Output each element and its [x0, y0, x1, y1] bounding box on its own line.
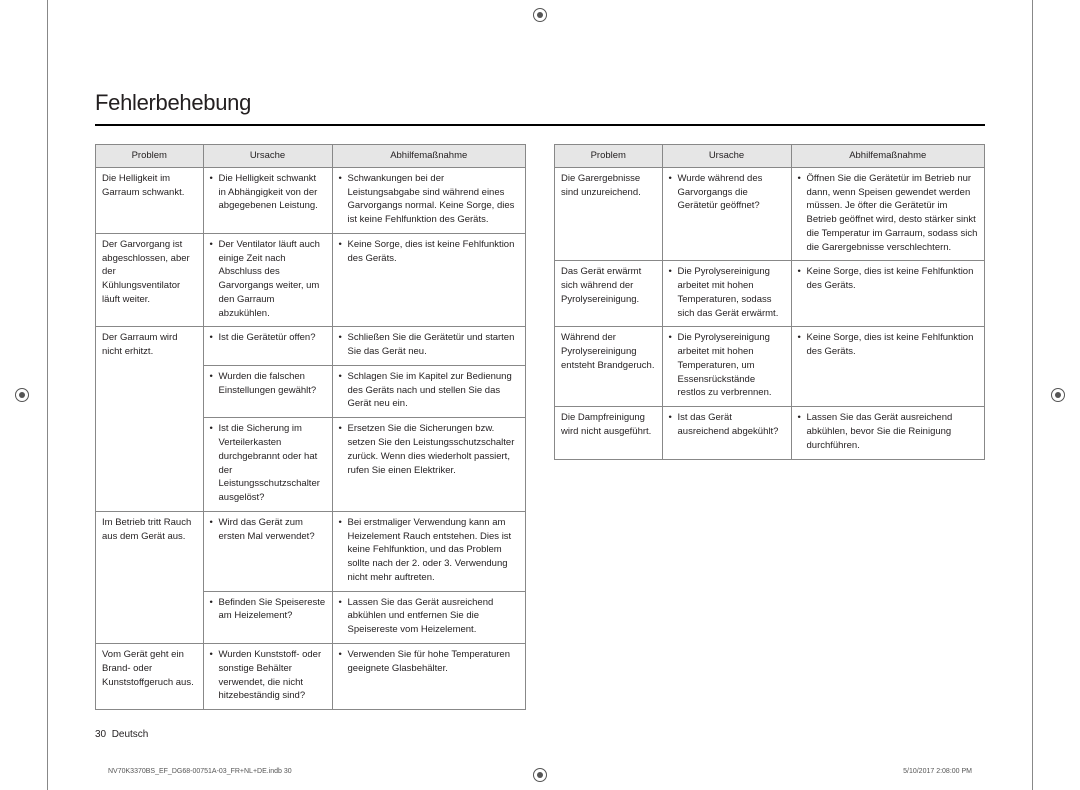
cell-remedy: Lassen Sie das Gerät ausreichend abkühle…: [332, 591, 526, 643]
imprint-line: NV70K3370BS_EF_DG68-00751A-03_FR+NL+DE.i…: [108, 768, 972, 775]
cell-problem: Vom Gerät geht ein Brand- oder Kunststof…: [96, 643, 204, 709]
col-problem: Problem: [96, 145, 204, 168]
table-row: Während der Pyrolysereinigung entsteht B…: [555, 327, 985, 407]
table-row: Der Garraum wird nicht erhitzt.Ist die G…: [96, 327, 526, 366]
troubleshooting-table-right: Problem Ursache Abhilfemaßnahme Die Gare…: [554, 144, 985, 460]
cell-cause: Wurden die falschen Einstellungen gewähl…: [203, 365, 332, 417]
cell-problem: Die Garergebnisse sind unzureichend.: [555, 167, 663, 261]
table-row: Die Helligkeit im Garraum schwankt.Die H…: [96, 167, 526, 233]
right-column: Problem Ursache Abhilfemaßnahme Die Gare…: [554, 144, 985, 710]
content-columns: Problem Ursache Abhilfemaßnahme Die Hell…: [95, 144, 985, 710]
registration-mark-icon: [1051, 388, 1065, 402]
table-row: Das Gerät erwärmt sich während der Pyrol…: [555, 261, 985, 327]
cell-problem: Die Helligkeit im Garraum schwankt.: [96, 167, 204, 233]
imprint-date: 5/10/2017 2:08:00 PM: [903, 768, 972, 775]
cell-remedy: Schwankungen bei der Leistungsabgabe sin…: [332, 167, 526, 233]
cell-problem: Der Garvorgang ist abgeschlossen, aber d…: [96, 233, 204, 327]
cell-cause: Wurde während des Garvorgangs die Geräte…: [662, 167, 791, 261]
cell-problem: Der Garraum wird nicht erhitzt.: [96, 327, 204, 511]
cell-cause: Ist die Gerätetür offen?: [203, 327, 332, 366]
cell-remedy: Schlagen Sie im Kapitel zur Bedienung de…: [332, 365, 526, 417]
page: Fehlerbehebung Problem Ursache Abhilfema…: [47, 0, 1033, 790]
table-row: Die Garergebnisse sind unzureichend.Wurd…: [555, 167, 985, 261]
imprint-file: NV70K3370BS_EF_DG68-00751A-03_FR+NL+DE.i…: [108, 768, 292, 775]
col-problem: Problem: [555, 145, 663, 168]
page-lang: Deutsch: [112, 729, 149, 740]
cell-problem: Die Dampfreinigung wird nicht ausgeführt…: [555, 407, 663, 459]
cell-cause: Die Pyrolysereinigung arbeitet mit hohen…: [662, 327, 791, 407]
cell-remedy: Keine Sorge, dies ist keine Fehlfunktion…: [791, 327, 985, 407]
cell-remedy: Schließen Sie die Gerätetür und starten …: [332, 327, 526, 366]
col-cause: Ursache: [203, 145, 332, 168]
registration-mark-icon: [15, 388, 29, 402]
cell-cause: Wird das Gerät zum ersten Mal verwendet?: [203, 511, 332, 591]
table-row: Im Betrieb tritt Rauch aus dem Gerät aus…: [96, 511, 526, 591]
col-cause: Ursache: [662, 145, 791, 168]
left-column: Problem Ursache Abhilfemaßnahme Die Hell…: [95, 144, 526, 710]
page-title: Fehlerbehebung: [95, 0, 985, 126]
cell-problem: Das Gerät erwärmt sich während der Pyrol…: [555, 261, 663, 327]
table-row: Der Garvorgang ist abgeschlossen, aber d…: [96, 233, 526, 327]
cell-remedy: Keine Sorge, dies ist keine Fehlfunktion…: [332, 233, 526, 327]
cell-cause: Die Helligkeit schwankt in Abhängigkeit …: [203, 167, 332, 233]
page-footer: 30 Deutsch: [95, 729, 148, 740]
cell-remedy: Ersetzen Sie die Sicherungen bzw. setzen…: [332, 418, 526, 512]
cell-remedy: Bei erstmaliger Verwendung kann am Heize…: [332, 511, 526, 591]
cell-cause: Ist die Sicherung im Verteilerkasten dur…: [203, 418, 332, 512]
cell-cause: Die Pyrolysereinigung arbeitet mit hohen…: [662, 261, 791, 327]
cell-cause: Befinden Sie Speisereste am Heizelement?: [203, 591, 332, 643]
troubleshooting-table-left: Problem Ursache Abhilfemaßnahme Die Hell…: [95, 144, 526, 710]
cell-remedy: Keine Sorge, dies ist keine Fehlfunktion…: [791, 261, 985, 327]
cell-remedy: Lassen Sie das Gerät ausreichend abkühle…: [791, 407, 985, 459]
page-number: 30: [95, 729, 106, 740]
cell-cause: Der Ventilator läuft auch einige Zeit na…: [203, 233, 332, 327]
cell-cause: Wurden Kunststoff- oder sonstige Behälte…: [203, 643, 332, 709]
cell-problem: Im Betrieb tritt Rauch aus dem Gerät aus…: [96, 511, 204, 643]
cell-remedy: Verwenden Sie für hohe Temperaturen geei…: [332, 643, 526, 709]
cell-remedy: Öffnen Sie die Gerätetür im Betrieb nur …: [791, 167, 985, 261]
cell-cause: Ist das Gerät ausreichend abgekühlt?: [662, 407, 791, 459]
cell-problem: Während der Pyrolysereinigung entsteht B…: [555, 327, 663, 407]
table-row: Die Dampfreinigung wird nicht ausgeführt…: [555, 407, 985, 459]
table-row: Vom Gerät geht ein Brand- oder Kunststof…: [96, 643, 526, 709]
col-remedy: Abhilfemaßnahme: [791, 145, 985, 168]
col-remedy: Abhilfemaßnahme: [332, 145, 526, 168]
